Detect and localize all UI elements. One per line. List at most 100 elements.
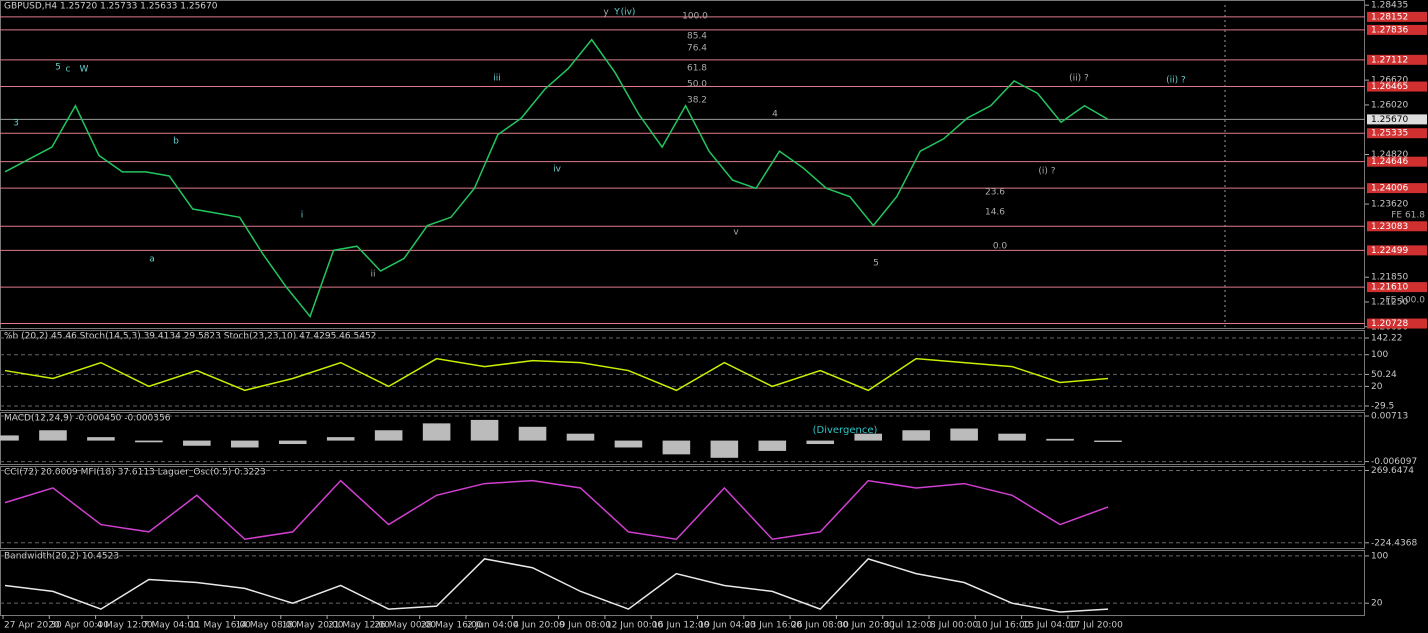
level-label: 1.21610 xyxy=(1371,283,1408,293)
panel-frame xyxy=(0,330,1365,411)
y-tick-label: -224.4368 xyxy=(1371,538,1417,548)
date-label: 30 Jun 20:00 xyxy=(837,621,894,631)
panel-header: GBPUSD,H4 1.25720 1.25733 1.25633 1.2567… xyxy=(4,2,218,12)
panel-frame xyxy=(0,466,1365,549)
level-box xyxy=(1367,54,1427,65)
level-label: 1.25335 xyxy=(1371,129,1408,139)
macd-bar xyxy=(710,440,739,458)
y-tick-label: 1.24820 xyxy=(1371,150,1408,160)
macd-bar xyxy=(566,433,595,441)
level-label: 1.23083 xyxy=(1371,222,1408,232)
wave-label: y xyxy=(603,8,609,18)
macd-bar xyxy=(998,433,1026,441)
price-line xyxy=(4,38,1109,318)
macd-bar xyxy=(902,430,930,441)
wave-label: 5 xyxy=(873,259,879,269)
panel-header: MACD(12,24,9) -0.000450 -0.000356 xyxy=(4,414,171,424)
panel-frame xyxy=(0,0,1365,329)
date-label: 19 Jun 04:00 xyxy=(699,621,756,631)
y-tick-label: 20 xyxy=(1371,382,1383,392)
macd-bar xyxy=(662,440,691,455)
macd-bar xyxy=(1046,438,1074,441)
level-box xyxy=(1367,156,1427,167)
macd-bar xyxy=(806,440,835,445)
wave-label: i xyxy=(301,211,304,221)
current-price-label: 1.25670 xyxy=(1371,115,1408,125)
y-tick-label: 1.26020 xyxy=(1371,100,1408,110)
level-label: 1.26465 xyxy=(1371,82,1408,92)
wave-label: 85.4 xyxy=(687,32,707,42)
wave-label: (i) ? xyxy=(1038,167,1055,177)
level-label: 1.27836 xyxy=(1371,25,1408,35)
y-tick-label: -29.5 xyxy=(1371,402,1394,412)
macd-bar xyxy=(758,440,787,451)
macd-bar xyxy=(374,430,403,441)
panel-frame xyxy=(0,550,1365,616)
level-label: 1.22499 xyxy=(1371,246,1408,256)
y-tick-label: 0.00713 xyxy=(1371,412,1408,422)
date-label: 3 Jul 12:00 xyxy=(884,621,933,631)
macd-annotation: (Divergence) xyxy=(813,425,878,436)
bandwidth-line xyxy=(4,558,1109,613)
level-box xyxy=(1367,183,1427,194)
y-tick-label: 100 xyxy=(1371,350,1388,360)
wave-label: (ii) ? xyxy=(1069,74,1089,84)
date-label: 11 May 16:00 xyxy=(189,621,251,631)
date-label: 12 Jun 00:00 xyxy=(606,621,663,631)
date-label: 28 May 16:00 xyxy=(421,621,483,631)
date-label: 4 May 12:00 xyxy=(97,621,153,631)
wave-label: ii xyxy=(370,270,375,280)
macd-bar xyxy=(135,440,163,443)
wave-label: 38.2 xyxy=(687,96,707,106)
macd-bar xyxy=(854,433,883,441)
wave-label: (ii) ? xyxy=(1166,76,1186,86)
date-label: 4 Jun 20:00 xyxy=(513,621,565,631)
macd-bar xyxy=(614,440,643,448)
macd-bar xyxy=(326,437,355,441)
wave-label: 0.0 xyxy=(993,242,1008,252)
date-label: 16 Jun 12:00 xyxy=(652,621,709,631)
macd-bar xyxy=(183,440,211,446)
level-box xyxy=(1367,24,1427,35)
level-label: 1.24006 xyxy=(1371,184,1408,194)
wave-label: b xyxy=(173,137,179,147)
wave-label: 23.6 xyxy=(985,188,1005,198)
level-box xyxy=(1367,81,1427,92)
date-label: 7 May 04:00 xyxy=(143,621,199,631)
macd-bar xyxy=(39,430,67,441)
y-tick-label: 142.22 xyxy=(1371,333,1403,343)
date-label: 10 Jul 16:00 xyxy=(976,621,1030,631)
macd-bar xyxy=(470,419,499,441)
date-label: 2 Jun 04:00 xyxy=(467,621,519,631)
macd-bar xyxy=(87,437,115,441)
date-label: 8 Jul 00:00 xyxy=(930,621,979,631)
wave-label: W xyxy=(80,65,89,75)
y-tick-label: 1.26620 xyxy=(1371,76,1408,86)
wave-label: 50.0 xyxy=(687,80,707,90)
macd-bar xyxy=(1094,440,1122,442)
date-label: 9 Jun 08:00 xyxy=(560,621,612,631)
panel-header: %b (20,2) 45.46 Stoch(14,5,3) 39.4134 29… xyxy=(4,332,376,342)
date-label: 26 Jun 08:00 xyxy=(791,621,848,631)
current-price-box xyxy=(1367,114,1427,125)
y-tick-label: 50.24 xyxy=(1371,370,1397,380)
wave-label: iii xyxy=(493,74,501,84)
wave-label: 61.8 xyxy=(687,64,707,74)
y-tick-label: 1.21250 xyxy=(1371,297,1408,307)
wave-label: (iv) xyxy=(621,8,636,18)
macd-bar xyxy=(950,428,978,441)
wave-label: Y xyxy=(613,8,620,18)
level-label: 1.20728 xyxy=(1371,319,1408,329)
date-label: 15 Jul 04:00 xyxy=(1023,621,1077,631)
level-label: 1.28152 xyxy=(1371,12,1408,22)
level-label: 1.27112 xyxy=(1371,55,1408,65)
level-label: 1.24646 xyxy=(1371,157,1408,167)
wave-label: 100.0 xyxy=(682,12,708,22)
wave-label: c xyxy=(66,65,71,75)
wave-label: FE 61.8 xyxy=(1391,211,1425,221)
level-box xyxy=(1367,11,1427,22)
y-tick-label: 269.6474 xyxy=(1371,466,1414,476)
wave-label: iv xyxy=(553,165,562,175)
stoch-line xyxy=(4,357,1109,392)
y-tick-label: 1.23620 xyxy=(1371,200,1408,210)
